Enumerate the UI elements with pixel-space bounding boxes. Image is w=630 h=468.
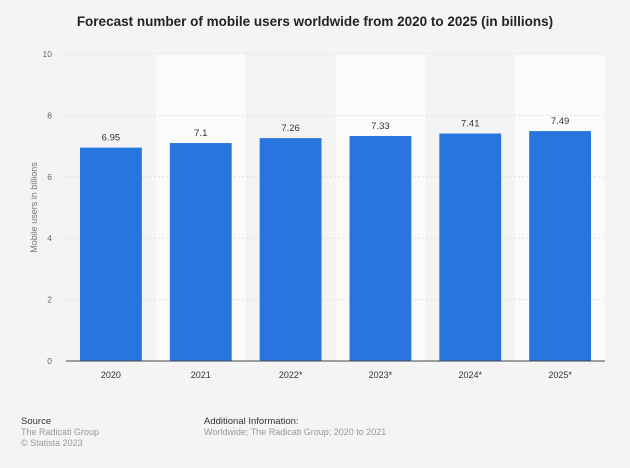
x-tick-label: 2020	[101, 370, 121, 380]
data-label: 7.26	[281, 123, 300, 134]
source-text: The Radicati Group	[21, 427, 100, 437]
x-tick-label: 2022*	[279, 370, 303, 380]
x-tick-label: 2021	[191, 370, 211, 380]
y-tick-label: 8	[47, 110, 52, 120]
additional-info-block: Additional Information: Worldwide; The R…	[204, 416, 386, 438]
copyright-text: © Statista 2023	[21, 438, 83, 448]
bar	[439, 133, 502, 361]
info-text: Worldwide; The Radicati Group; 2020 to 2…	[204, 427, 387, 437]
bar	[169, 143, 232, 361]
x-tick-label: 2025*	[548, 370, 572, 380]
y-tick-label: 6	[47, 172, 52, 182]
x-tick-label: 2023*	[369, 370, 393, 380]
data-label: 6.95	[102, 133, 121, 144]
source-heading: Source	[21, 416, 52, 427]
data-label: 7.1	[194, 128, 207, 139]
info-heading: Additional Information:	[204, 416, 299, 427]
bar	[529, 131, 591, 361]
y-tick-label: 4	[47, 233, 52, 243]
bar	[80, 147, 142, 361]
y-axis-label: Mobile users in billions	[29, 162, 39, 253]
bar	[349, 135, 412, 361]
bar-chart: 0 2 4 6 8 10 6.95 2020 7.1 2021 7.26 2022* 7.33 2023*…	[29, 49, 605, 380]
data-label: 7.49	[551, 116, 570, 127]
y-tick-label: 2	[47, 295, 52, 305]
data-label: 7.41	[461, 119, 480, 130]
y-tick-label: 0	[47, 356, 52, 366]
y-tick-label: 10	[43, 49, 53, 59]
x-tick-label: 2024*	[458, 370, 482, 380]
bar	[259, 138, 322, 361]
data-label: 7.33	[371, 121, 390, 132]
source-block: Source The Radicati Group © Statista 202…	[21, 416, 99, 449]
chart-title: Forecast number of mobile users worldwid…	[76, 14, 554, 29]
